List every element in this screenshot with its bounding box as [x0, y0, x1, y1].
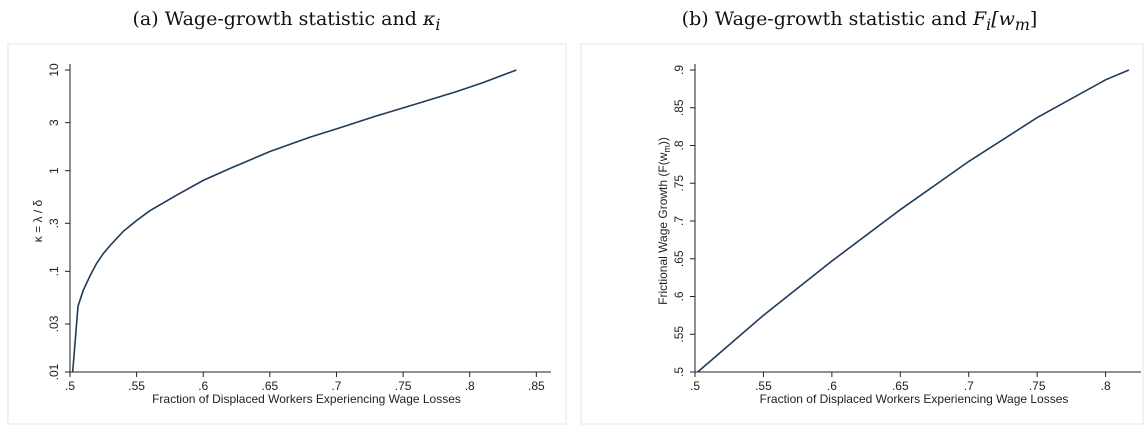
y-tick-label: .55 [672, 326, 686, 343]
x-tick-label: .5 [65, 379, 75, 393]
chart-plot-b: .5 .55 .6 .65 .7 .75 .8 .5 .55 .6 .65 .7 .75 .8 .85 .9 F… [580, 43, 1144, 425]
chart-panel-b: (b) Wage-growth statistic and Fi[wm] .5.… [573, 0, 1146, 430]
y-tick-label: 10 [47, 63, 61, 77]
graph-frame [580, 43, 1144, 425]
x-tick-label: .85 [528, 379, 545, 393]
x-axis-label: Fraction of Displaced Workers Experienci… [152, 392, 461, 406]
graph-frame [7, 43, 567, 425]
y-tick-label: .01 [47, 363, 61, 380]
chart-title-b-math-end: ] [1029, 8, 1038, 30]
chart-panel-a: (a) Wage-growth statistic and κi .5 .55 .6… [0, 8, 573, 425]
x-tick-label: .65 [892, 379, 909, 393]
x-tick-label: .8 [1101, 379, 1111, 393]
x-tick-label: .75 [1029, 379, 1046, 393]
y-axis-label: Frictional Wage Growth (F(wm)) [656, 137, 672, 305]
x-tick-label: .7 [331, 379, 341, 393]
y-tick-label: .65 [672, 250, 686, 267]
chart-plot-a: .5 .55 .6 .65 .7 .75 .8 .85 .01 .03 .1 .3 1 3 10 Fracti… [7, 43, 567, 425]
y-tick-label: .6 [672, 291, 686, 301]
x-tick-label: .6 [827, 379, 837, 393]
y-tick-label: 1 [47, 167, 61, 174]
y-axis-label: κ = λ / δ [31, 200, 45, 243]
x-axis-label: Fraction of Displaced Workers Experienci… [760, 392, 1069, 406]
x-tick-label: .55 [128, 379, 145, 393]
y-tick-label: .8 [672, 140, 686, 150]
x-tick-label: .75 [395, 379, 412, 393]
x-tick-label: .7 [964, 379, 974, 393]
y-tick-label: .75 [672, 175, 686, 192]
x-tick-label: .8 [465, 379, 475, 393]
chart-title-b-math-rest: [w [991, 8, 1015, 30]
x-tick-label: .6 [198, 379, 208, 393]
x-tick-label: .55 [755, 379, 772, 393]
y-tick-label: .85 [672, 99, 686, 116]
chart-title-b-math-sub: i [986, 14, 992, 34]
chart-title-a-text: (a) Wage-growth statistic and [132, 8, 423, 30]
chart-title-b-text: (b) Wage-growth statistic and [681, 8, 973, 30]
series-line [697, 69, 1130, 373]
y-tick-label: .1 [47, 266, 61, 276]
chart-title-a-math-sub: i [435, 14, 441, 34]
x-tick-label: .5 [690, 379, 700, 393]
series-line [71, 69, 517, 373]
chart-title-b-math-sub2: m [1014, 14, 1030, 34]
y-tick-label: 3 [47, 119, 61, 126]
chart-title-a: (a) Wage-growth statistic and κi [0, 8, 573, 34]
x-tick-label: .65 [262, 379, 279, 393]
chart-title-a-math: κ [422, 8, 436, 30]
y-tick-label: .9 [672, 65, 686, 75]
chart-title-b-math: F [972, 8, 987, 30]
chart-title-b: (b) Wage-growth statistic and Fi[wm] [573, 8, 1146, 34]
y-tick-label: .03 [47, 315, 61, 332]
y-tick-label: .7 [672, 216, 686, 226]
y-tick-label: .5 [672, 367, 686, 377]
y-tick-label: .3 [47, 218, 61, 228]
